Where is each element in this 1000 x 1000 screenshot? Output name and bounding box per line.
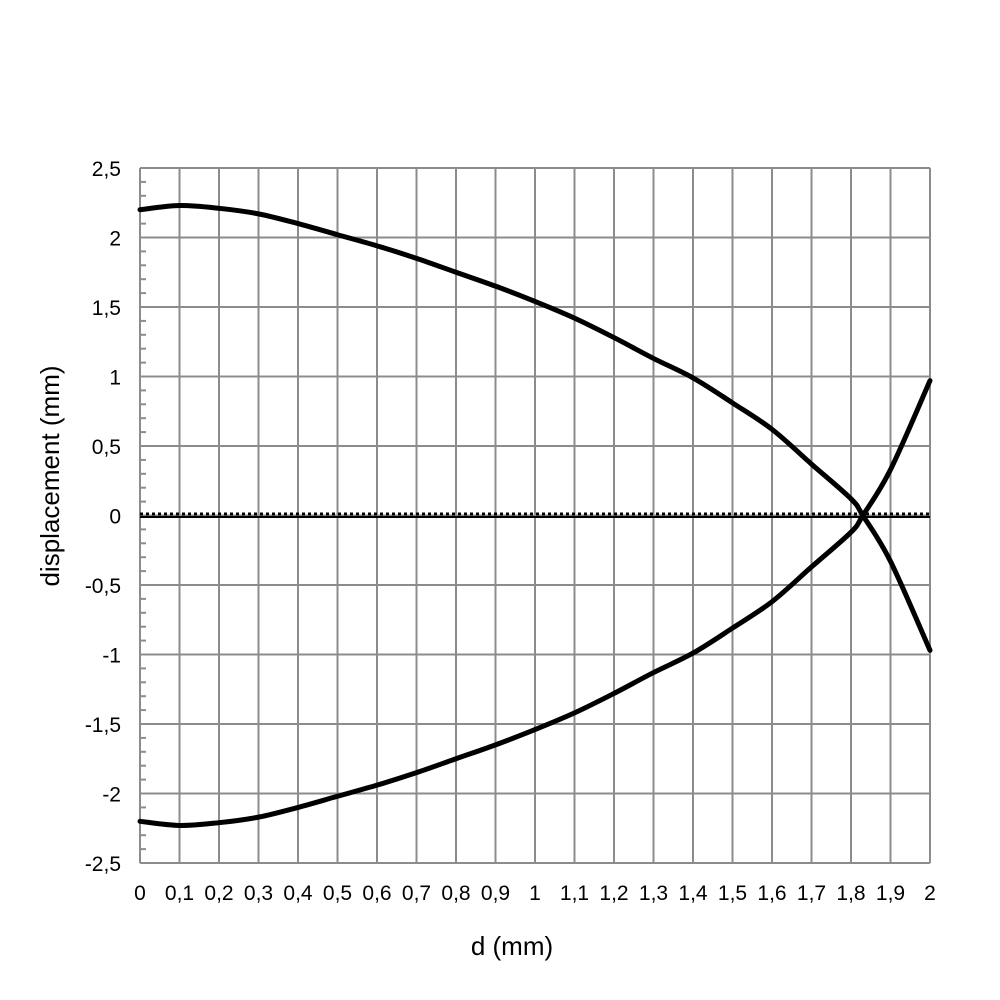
y-tick-label: -2: [102, 784, 121, 807]
x-tick-label: 0,2: [204, 882, 233, 905]
y-tick-label: -0,5: [85, 575, 121, 598]
series-line-2: [137, 378, 933, 828]
x-tick-label: 1,3: [639, 882, 668, 905]
x-tick-label: 0,5: [323, 882, 352, 905]
x-tick-label: 1,1: [560, 882, 589, 905]
x-tick-labels: 0 0,1 0,2 0,3 0,4 0,5 0,6 0,7 0,8 0,9 1 1,1 1,2 1,3 1,…: [134, 882, 936, 905]
zero-line: [140, 512, 930, 518]
x-tick-label: 0,9: [481, 882, 510, 905]
series-line-1: [137, 203, 933, 653]
x-axis-title: d (mm): [471, 931, 553, 961]
y-tick-label: -1,5: [85, 714, 121, 737]
x-tick-label: 1: [529, 882, 541, 905]
x-tick-label: 0,3: [244, 882, 273, 905]
x-tick-label: 0,4: [283, 882, 313, 905]
x-tick-label: 0,1: [165, 882, 194, 905]
y-tick-labels: 2,5 2 1,5 1 0,5 0 -0,5 -1 -1,5 -2 -2,5: [85, 158, 121, 876]
y-axis-title: displacement (mm): [35, 365, 65, 586]
x-tick-label: 0,8: [441, 882, 470, 905]
x-tick-label: 2: [924, 882, 936, 905]
x-tick-label: 1,9: [876, 882, 905, 905]
x-tick-label: 1,8: [836, 882, 865, 905]
x-tick-label: 1,5: [718, 882, 747, 905]
y-tick-label: 2,5: [92, 158, 121, 181]
x-tick-label: 1,7: [797, 882, 826, 905]
series-group: [137, 203, 933, 828]
x-tick-label: 0,6: [362, 882, 391, 905]
x-tick-label: 1,6: [757, 882, 786, 905]
x-tick-label: 1,4: [678, 882, 708, 905]
y-tick-label: 2: [109, 228, 121, 251]
x-tick-label: 1,2: [599, 882, 628, 905]
y-tick-label: 1,5: [92, 297, 121, 320]
y-tick-label: 1: [109, 367, 121, 390]
y-tick-label: -1: [102, 645, 121, 668]
y-minor-ticks: [140, 180, 146, 851]
y-tick-label: -2,5: [85, 853, 121, 876]
y-tick-label: 0: [109, 506, 121, 529]
x-tick-label: 0,7: [402, 882, 431, 905]
x-tick-label: 0: [134, 882, 146, 905]
grid: [139, 167, 931, 864]
y-tick-label: 0,5: [92, 436, 121, 459]
